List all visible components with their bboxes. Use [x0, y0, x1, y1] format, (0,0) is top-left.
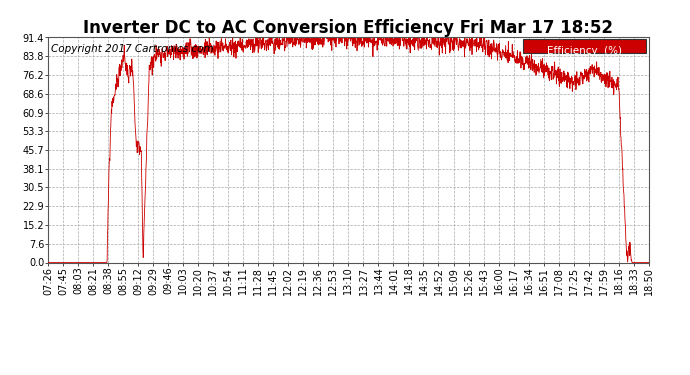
Text: Copyright 2017 Cartronics.com: Copyright 2017 Cartronics.com: [51, 44, 214, 54]
Title: Inverter DC to AC Conversion Efficiency Fri Mar 17 18:52: Inverter DC to AC Conversion Efficiency …: [83, 20, 613, 38]
FancyBboxPatch shape: [522, 39, 646, 53]
Text: Efficiency  (%): Efficiency (%): [547, 46, 622, 56]
